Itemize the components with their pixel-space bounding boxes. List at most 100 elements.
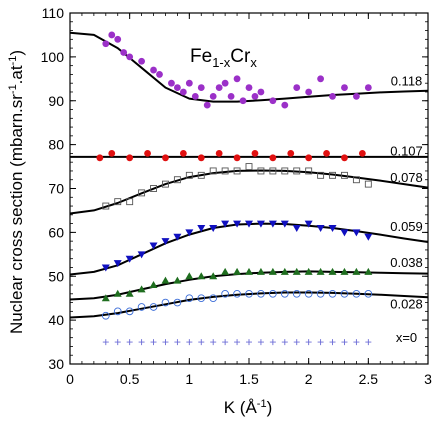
data-point-0.107 [358,150,366,157]
data-point-0.078 [364,180,372,188]
data-point-0.038 [304,267,313,275]
data-point-0.118 [126,53,134,61]
data-point-0.118 [341,84,348,91]
data-point-x=0 [174,339,181,346]
data-point-0.059 [328,224,337,232]
data-point-0.078 [162,180,169,188]
data-point-0.059 [113,260,122,268]
data-point-0.038 [233,267,242,275]
x-tick-label: 3 [424,371,432,387]
data-point-0.038 [185,272,194,280]
data-point-0.107 [287,150,295,157]
data-point-0.059 [221,220,230,228]
data-point-0.118 [221,79,229,87]
data-point-0.118 [233,75,241,83]
data-point-0.059 [233,220,242,228]
data-point-0.059 [316,224,325,232]
y-tick-label: 30 [48,356,64,372]
data-point-0.118 [364,84,372,91]
data-point-x=0 [210,339,217,346]
data-point-0.118 [156,71,163,78]
data-point-0.078 [352,176,360,184]
data-point-0.118 [179,88,187,96]
data-point-0.038 [280,267,289,275]
data-point-0.059 [197,224,206,232]
x-tick-label: 0.5 [120,371,140,387]
data-point-0.059 [161,238,170,246]
data-point-0.038 [340,267,349,275]
data-point-x=0 [222,339,229,346]
data-point-0.028 [149,303,158,311]
data-point-0.028 [328,289,337,298]
data-point-0.118 [329,92,336,100]
data-point-0.107 [96,154,104,162]
data-point-0.038 [125,289,134,297]
data-point-0.059 [185,229,194,237]
x-axis-title: K (Å-1) [224,398,273,417]
data-point-x=0 [293,339,300,346]
series-label-x=0: x=0 [396,330,417,345]
data-point-0.038 [113,289,122,297]
data-point-x=0 [341,339,348,346]
data-point-x=0 [246,339,252,346]
fit-curve-0.028 [69,291,429,319]
data-point-0.118 [197,84,205,91]
data-point-0.028 [304,289,313,298]
y-tick-label: 110 [42,5,65,21]
data-point-0.059 [209,224,218,232]
series-label-0.107: 0.107 [390,144,423,159]
x-tick-label: 1.5 [239,371,259,387]
fit-curve-0.118 [69,31,429,103]
data-point-0.118 [215,84,223,91]
data-point-0.118 [174,84,181,91]
fit-curve-0.078 [69,169,429,215]
data-point-0.059 [245,220,253,228]
data-point-0.118 [227,92,235,100]
data-point-x=0 [305,339,312,346]
y-axis-title: Nuclear cross section (mbarn.sr-1.at-1) [7,50,26,334]
data-point-0.078 [305,167,313,175]
y-tick-label: 80 [48,137,64,153]
data-point-0.028 [280,289,289,298]
data-point-0.028 [352,289,361,298]
data-point-0.059 [304,220,313,228]
series-labels: 0.118 0.107 0.078 0.059 0.038 0.028 x=0 [390,73,423,345]
data-point-0.118 [305,88,313,96]
data-point-0.078 [317,171,325,179]
data-point-0.118 [120,49,128,56]
data-point-0.059 [340,229,349,237]
data-point-0.059 [173,233,182,241]
y-tick-label: 90 [48,93,64,109]
data-point-0.059 [364,233,373,241]
data-point-0.107 [197,154,205,162]
data-point-0.078 [245,163,253,171]
data-point-0.059 [280,220,289,228]
axis-ticks: 0 0.5 1 1.5 2 2.5 3 30 40 50 60 70 80 90 100 110 [41,5,432,387]
data-point-0.028 [292,289,301,298]
data-point-0.107 [305,154,313,162]
data-point-0.028 [137,303,146,311]
data-point-x=0 [281,339,288,346]
data-point-0.038 [209,272,218,280]
data-point-0.118 [108,31,116,39]
data-point-0.078 [293,167,301,175]
data-point-0.038 [161,276,170,284]
x-tick-label: 1 [185,371,193,387]
data-point-0.118 [102,40,110,48]
data-point-0.038 [292,267,301,275]
series-label-0.059: 0.059 [390,219,423,234]
data-point-0.118 [203,101,211,109]
data-point-0.118 [245,84,253,91]
data-point-0.078 [281,167,289,175]
data-point-0.078 [150,185,157,192]
data-point-0.028 [245,289,253,298]
data-point-0.038 [221,267,230,275]
data-point-0.107 [144,150,151,157]
data-point-0.078 [221,167,229,175]
data-point-0.028 [125,307,134,316]
series-label-0.038: 0.038 [390,255,423,270]
data-point-0.118 [191,92,199,100]
data-point-0.118 [293,84,301,91]
series-label-0.028: 0.028 [390,297,423,312]
chart-title: Fe1-xCrx [190,46,257,70]
